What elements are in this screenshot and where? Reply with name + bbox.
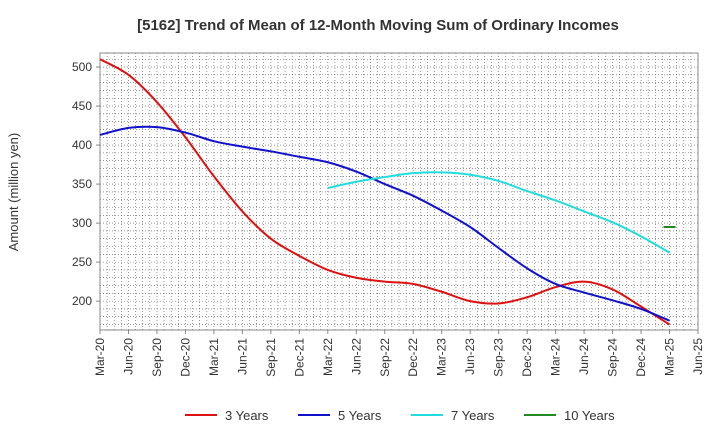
- x-tick-label: Sep-22: [378, 338, 392, 377]
- x-tick-label: Dec-21: [292, 338, 306, 377]
- plot-frame: [99, 52, 699, 331]
- y-axis: 200 250 300 350 400 450 500: [72, 60, 100, 308]
- x-tick-label: Mar-24: [549, 338, 563, 376]
- y-tick-label: 500: [72, 60, 92, 74]
- x-tick-label: Dec-20: [178, 338, 192, 377]
- x-axis: Mar-20 Jun-20 Sep-20 Dec-20 Mar-21 Jun-21 Sep-…: [93, 330, 705, 377]
- y-tick-label: 350: [72, 177, 92, 191]
- x-tick-label: Sep-20: [150, 338, 164, 377]
- y-tick-label: 400: [72, 138, 92, 152]
- x-tick-label: Jun-22: [349, 338, 363, 375]
- x-tick-label: Mar-21: [207, 338, 221, 376]
- legend-label-7-years: 7 Years: [451, 408, 495, 423]
- legend-label-3-years: 3 Years: [225, 408, 269, 423]
- x-tick-label: Jun-23: [463, 338, 477, 375]
- series-line-7-years: [327, 171, 671, 254]
- x-tick-label: Dec-24: [634, 338, 648, 377]
- x-tick-label: Sep-23: [492, 338, 506, 377]
- x-tick-label: Sep-24: [606, 338, 620, 377]
- x-tick-label: Dec-23: [520, 338, 534, 377]
- series-line-3-years: [99, 58, 671, 326]
- y-tick-label: 300: [72, 216, 92, 230]
- chart-title: [5162] Trend of Mean of 12-Month Moving …: [137, 17, 619, 34]
- y-tick-label: 200: [72, 294, 92, 308]
- x-tick-label: Jun-24: [577, 338, 591, 375]
- legend-label-5-years: 5 Years: [338, 408, 382, 423]
- x-tick-label: Mar-25: [663, 338, 677, 376]
- x-tick-label: Jun-20: [121, 338, 135, 375]
- x-tick-label: Dec-22: [406, 338, 420, 377]
- grid: [100, 53, 698, 330]
- x-tick-label: Mar-22: [321, 338, 335, 376]
- x-tick-label: Jun-25: [691, 338, 705, 375]
- x-tick-label: Mar-23: [435, 338, 449, 376]
- x-tick-label: Mar-20: [93, 338, 107, 376]
- x-tick-label: Jun-21: [235, 338, 249, 375]
- series-group: [99, 58, 676, 326]
- x-tick-label: Sep-21: [264, 338, 278, 377]
- y-tick-label: 250: [72, 255, 92, 269]
- series-line-5-years: [99, 125, 670, 322]
- legend-label-10-years: 10 Years: [564, 408, 615, 423]
- y-axis-label: Amount (million yen): [6, 133, 21, 252]
- y-tick-label: 450: [72, 99, 92, 113]
- legend: 3 Years 5 Years 7 Years 10 Years: [185, 408, 615, 423]
